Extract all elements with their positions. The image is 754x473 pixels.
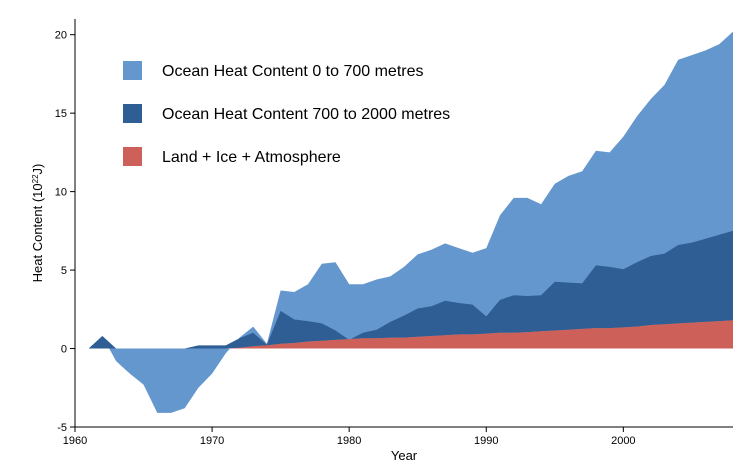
legend-swatch [123,104,142,123]
area-ocean-700-2000 [75,230,733,349]
y-tick-label: 20 [55,30,67,42]
legend-label: Ocean Heat Content 700 to 2000 metres [162,106,450,123]
y-axis-title-sup: 22 [31,174,40,183]
legend-label: Land + Ice + Atmosphere [162,149,341,166]
legend-swatch [123,147,142,166]
y-tick-label: 5 [61,265,67,277]
ticks-group: -5 0 5 10 15 20 1960 1970 1980 1990 2000 [55,30,636,447]
y-axis-title: Heat Content (1022J) [30,164,45,283]
y-tick-label: -5 [57,422,67,434]
area-ocean-0-700 [75,31,733,413]
y-tick-label: 0 [61,344,67,356]
legend-swatch [123,61,142,80]
x-tick-label: 1990 [474,435,498,447]
y-axis-title-main: Heat Content (10 [30,183,45,282]
legend-item-ocean-700-2000: Ocean Heat Content 700 to 2000 metres [123,104,450,123]
area-series-group [75,31,733,413]
legend-item-ocean-0-700: Ocean Heat Content 0 to 700 metres [123,61,423,80]
legend: Ocean Heat Content 0 to 700 metres Ocean … [123,61,450,166]
area-land-ice-atmosphere [75,320,733,349]
x-tick-label: 1960 [63,435,87,447]
legend-label: Ocean Heat Content 0 to 700 metres [162,63,423,80]
y-tick-label: 15 [55,108,67,120]
x-axis-title: Year [391,448,418,463]
y-tick-label: 10 [55,187,67,199]
x-tick-label: 2000 [611,435,635,447]
x-tick-label: 1980 [337,435,361,447]
x-tick-label: 1970 [200,435,224,447]
y-axis-title-tail: J) [30,164,45,175]
legend-item-land-ice-atmosphere: Land + Ice + Atmosphere [123,147,341,166]
